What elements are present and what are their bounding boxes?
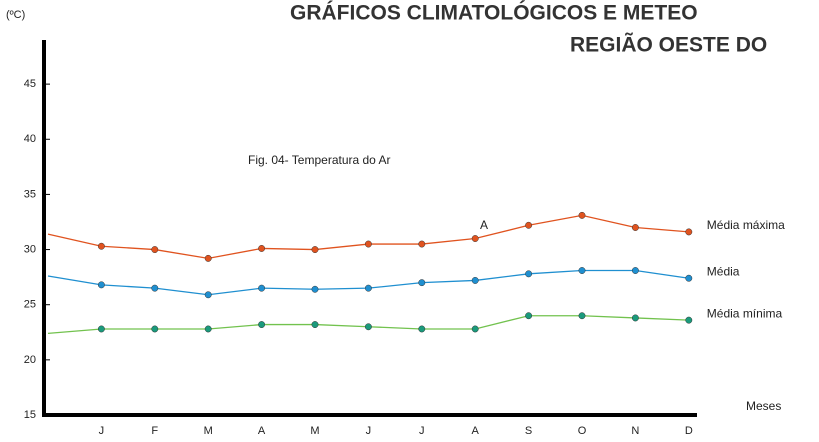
point (311, 285, 319, 293)
point (471, 235, 479, 242)
point (258, 245, 266, 252)
legend-label: Média mínima (707, 306, 783, 320)
x-tick-label: J (99, 425, 105, 437)
point (471, 276, 479, 284)
x-tick-label: F (151, 425, 158, 437)
point (418, 279, 426, 287)
x-tick-label: A (472, 425, 480, 437)
point (204, 254, 212, 262)
y-tick-label: 40 (24, 133, 36, 145)
point (578, 211, 586, 219)
point (204, 291, 212, 299)
point (631, 224, 639, 231)
chart-title: GRÁFICOS CLIMATOLÓGICOS E METEO (290, 1, 698, 25)
point-annotation: A (480, 218, 488, 232)
x-tick-label: O (578, 425, 587, 437)
point (97, 325, 105, 333)
y-tick-label: 20 (24, 354, 36, 366)
point (418, 240, 426, 248)
y-tick-label: 15 (24, 409, 36, 421)
point (418, 325, 426, 333)
x-axis-label: Meses (746, 399, 781, 413)
legend-label: Média (707, 264, 740, 278)
x-tick-label: J (366, 425, 372, 437)
point (258, 284, 266, 292)
point (204, 325, 212, 333)
point (685, 228, 693, 236)
point (471, 325, 479, 333)
point (364, 240, 372, 248)
point (151, 325, 159, 333)
point (685, 316, 693, 324)
point (364, 323, 372, 331)
y-tick-label: 25 (24, 299, 36, 311)
point (311, 321, 319, 329)
x-tick-label: S (525, 425, 532, 437)
annotation: Fig. 04- Temperatura do Ar (248, 153, 391, 167)
point (685, 274, 693, 282)
y-tick-label: 45 (24, 78, 36, 90)
point (364, 284, 372, 292)
y-tick-label: 35 (24, 188, 36, 200)
point (525, 270, 533, 278)
x-tick-label: N (631, 425, 639, 437)
point (97, 281, 105, 289)
x-tick-label: A (258, 425, 266, 437)
point (525, 221, 533, 229)
point (97, 242, 105, 250)
point (578, 312, 586, 320)
y-tick-label: 30 (24, 243, 36, 255)
x-tick-label: J (419, 425, 425, 437)
point (525, 312, 533, 320)
point (311, 246, 319, 254)
point (631, 314, 639, 322)
point (151, 284, 159, 292)
x-tick-label: M (310, 425, 319, 437)
legend-label: Média máxima (707, 218, 785, 232)
y-axis-label: (ºC) (6, 9, 25, 21)
point (631, 267, 639, 274)
x-tick-label: D (685, 425, 693, 437)
point (151, 246, 159, 254)
point (258, 321, 266, 329)
x-tick-label: M (204, 425, 213, 437)
chart-subtitle: REGIÃO OESTE DO (570, 34, 767, 57)
point (578, 267, 586, 274)
series-line (47, 214, 689, 260)
